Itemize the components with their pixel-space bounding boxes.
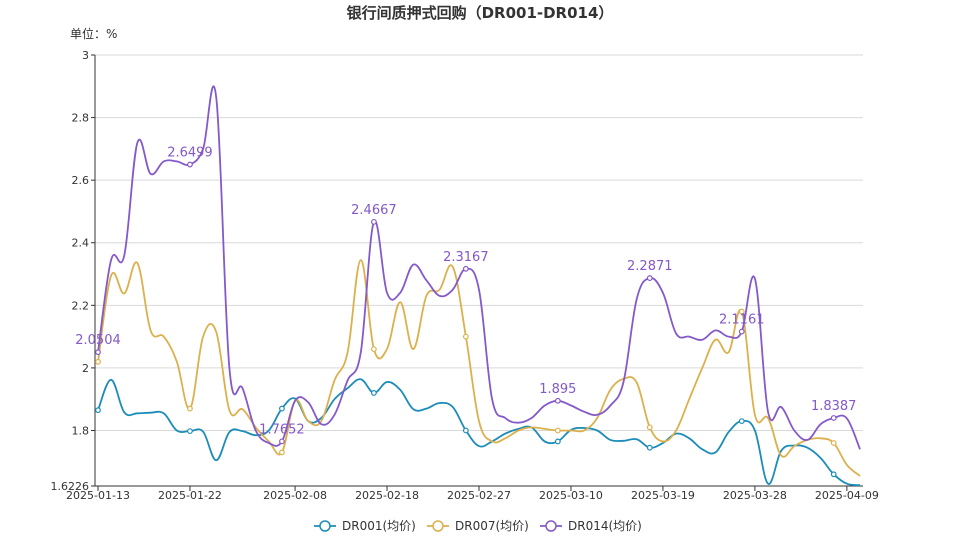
data-label: 2.2871 xyxy=(627,259,673,274)
data-point-dr007[interactable] xyxy=(279,449,285,456)
legend-label: DR001(均价) xyxy=(342,519,416,533)
y-tick-label: 2.2 xyxy=(72,299,90,312)
x-tick-label: 2025-04-09 xyxy=(815,489,879,502)
data-point-dr014[interactable] xyxy=(738,328,745,335)
series-line-dr007[interactable] xyxy=(97,259,861,477)
data-label: 2.3167 xyxy=(443,250,489,265)
data-point-dr001[interactable] xyxy=(279,405,285,412)
data-point-dr014[interactable] xyxy=(95,349,101,356)
x-tick-label: 2025-02-18 xyxy=(355,489,419,502)
legend-label: DR014(均价) xyxy=(568,519,642,533)
data-point-dr001[interactable] xyxy=(646,444,653,451)
y-tick-label: 2 xyxy=(82,362,89,375)
legend[interactable]: DR001(均价) DR007(均价) DR014(均价) xyxy=(314,519,642,533)
data-label: 1.8387 xyxy=(811,399,857,414)
data-point-dr001[interactable] xyxy=(370,390,377,396)
data-point-dr001[interactable] xyxy=(95,407,101,414)
series-line-dr001[interactable] xyxy=(97,378,861,487)
data-point-dr014[interactable] xyxy=(830,415,837,421)
data-point-dr014[interactable] xyxy=(370,218,377,225)
data-point-dr014[interactable] xyxy=(279,438,285,445)
unit-label: 单位：% xyxy=(70,26,117,41)
x-tick-label: 2025-03-10 xyxy=(539,489,603,502)
y-tick-label: 1.8 xyxy=(72,424,90,437)
x-tick-label: 2025-03-28 xyxy=(723,489,787,502)
data-labels: 2.0504 2.6499 1.7652 2.4667 2.3167 1.895 2.287… xyxy=(75,146,856,438)
data-label: 2.0504 xyxy=(75,333,121,348)
data-point-dr001[interactable] xyxy=(830,471,837,478)
data-point-dr014[interactable] xyxy=(554,397,561,404)
grid-lines xyxy=(95,54,863,431)
data-point-dr007[interactable] xyxy=(95,358,101,365)
y-tick-label: 2.8 xyxy=(72,112,90,125)
x-tick-label: 2025-02-27 xyxy=(447,489,511,502)
data-point-dr014[interactable] xyxy=(187,161,193,168)
y-tick-label: 2.4 xyxy=(72,237,90,250)
series-lines xyxy=(95,85,861,487)
legend-marker-icon xyxy=(432,520,444,532)
data-label: 2.6499 xyxy=(167,146,213,161)
chart-title: 银行间质押式回购（DR001-DR014） xyxy=(347,4,614,22)
data-point-dr007[interactable] xyxy=(370,346,377,353)
y-tick-label: 2.6 xyxy=(72,174,90,187)
data-point-dr007[interactable] xyxy=(646,424,653,431)
data-point-dr001[interactable] xyxy=(554,438,561,445)
data-point-dr014[interactable] xyxy=(646,275,653,281)
data-point-dr001[interactable] xyxy=(462,427,469,434)
data-point-dr001[interactable] xyxy=(187,428,193,435)
data-label: 1.895 xyxy=(539,382,576,397)
data-point-dr014[interactable] xyxy=(462,265,469,272)
y-tick-label: 1.6226 xyxy=(51,480,90,493)
data-label: 2.1161 xyxy=(719,313,765,328)
legend-item-dr014[interactable]: DR014(均价) xyxy=(540,519,642,533)
data-point-dr007[interactable] xyxy=(462,333,469,340)
x-tick-label: 2025-01-22 xyxy=(158,489,222,502)
data-label: 1.7652 xyxy=(259,422,305,437)
axes: 1.6226 1.8 2 2.2 2.4 2.6 2.8 3 2025-01-13 2025-01… xyxy=(51,49,879,502)
data-point-dr001[interactable] xyxy=(738,418,745,425)
data-point-dr007[interactable] xyxy=(738,308,745,315)
data-point-dr007[interactable] xyxy=(830,440,837,446)
series-line-dr014[interactable] xyxy=(97,85,861,450)
legend-marker-icon xyxy=(545,520,557,532)
x-tick-label: 2025-03-19 xyxy=(631,489,695,502)
data-point-dr007[interactable] xyxy=(554,427,561,434)
legend-item-dr007[interactable]: DR007(均价) xyxy=(427,519,529,533)
x-tick-label: 2025-02-08 xyxy=(263,489,327,502)
data-point-dr007[interactable] xyxy=(187,405,193,412)
x-tick-label: 2025-01-13 xyxy=(66,489,130,502)
data-label: 2.4667 xyxy=(351,203,397,218)
legend-item-dr001[interactable]: DR001(均价) xyxy=(314,519,416,533)
legend-label: DR007(均价) xyxy=(455,519,529,533)
y-tick-label: 3 xyxy=(82,49,89,62)
legend-marker-icon xyxy=(319,520,331,532)
